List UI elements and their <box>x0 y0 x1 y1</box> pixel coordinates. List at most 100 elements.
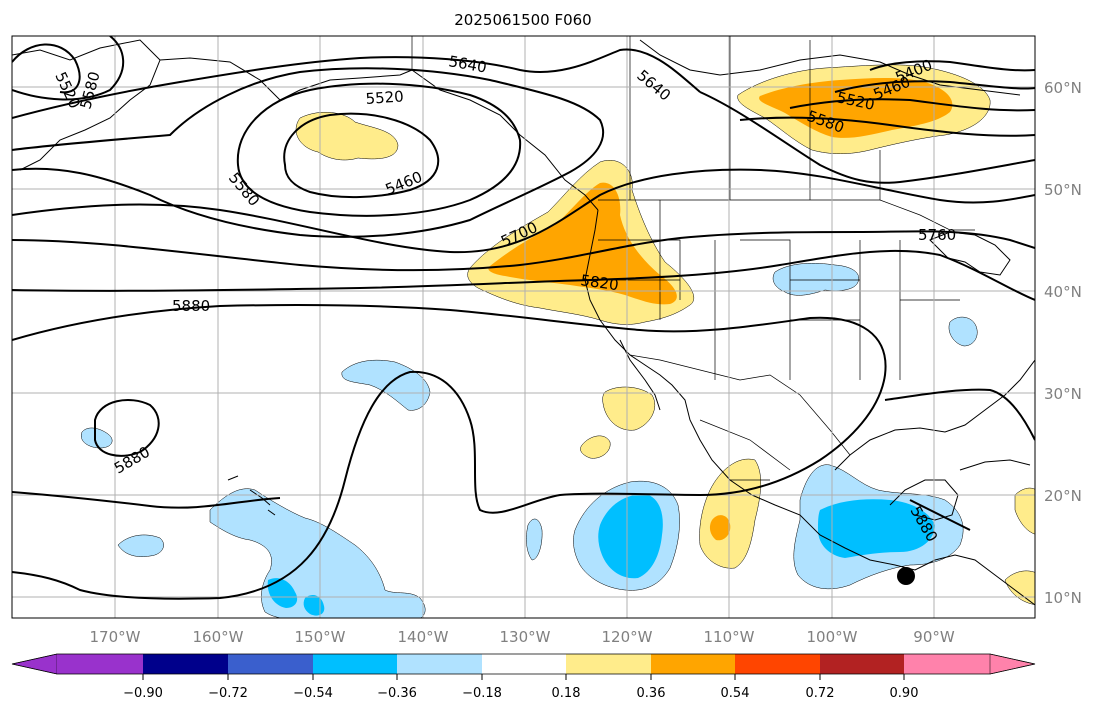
contour-5880-main <box>12 304 887 600</box>
contour-label: 5820 <box>579 271 619 294</box>
lon-label: 120°W <box>602 628 653 646</box>
lon-label: 110°W <box>704 628 755 646</box>
colorbar-extend-high <box>989 653 1036 675</box>
anomaly-negative-east-pacific-inner <box>598 494 663 579</box>
shaded-anomaly-fields <box>80 64 1035 618</box>
anomaly-positive-mexico-west-core <box>709 515 731 541</box>
anomaly-negative-caribbean-inner <box>818 499 935 558</box>
contour-canada-5400 <box>869 60 1035 72</box>
colorbar-segment <box>735 654 820 674</box>
anomaly-negative-ohio-valley <box>948 316 978 347</box>
us-states-west <box>598 200 960 380</box>
colorbar-segment <box>820 654 904 674</box>
colorbar-extend-low <box>11 653 58 675</box>
contour-canada-5580 <box>739 116 1035 137</box>
west-coast-usa <box>584 209 1035 606</box>
contour-5460 <box>283 112 440 199</box>
height-contours <box>12 36 1035 600</box>
colorbar-segment <box>57 654 143 674</box>
canada-provinces <box>629 36 881 200</box>
colorbar-segment <box>482 654 566 674</box>
colorbar: −0.90 −0.72 −0.54 −0.36 −0.18 0.18 0.36 … <box>11 653 1036 701</box>
mexico-states <box>699 419 791 481</box>
contour-5880-small <box>94 399 160 457</box>
lon-label: 90°W <box>913 628 955 646</box>
contour-canada-5520 <box>789 98 1035 112</box>
anomaly-positive-east-edge <box>1014 487 1035 535</box>
anomaly-positive-gulf-alaska <box>295 111 399 161</box>
colorbar-tick-label: 0.36 <box>637 686 666 701</box>
lat-label: 30°N <box>1044 385 1082 403</box>
colorbar-segment <box>397 654 482 674</box>
graticule <box>12 36 1035 618</box>
lat-label: 10°N <box>1044 589 1082 607</box>
alaska-panhandle <box>411 69 599 211</box>
political-borders <box>411 36 975 481</box>
hawaii <box>227 475 276 516</box>
anomaly-negative-pacific-central-core <box>267 578 298 608</box>
contour-5880-east <box>884 388 1035 531</box>
contour-5640 <box>12 48 701 119</box>
anomaly-positive-small-1 <box>580 435 611 459</box>
us-mexico-border <box>629 354 851 456</box>
colorbar-segment <box>651 654 735 674</box>
anomaly-positive-canada-inner <box>759 78 953 138</box>
contour-ak-small <box>12 36 125 101</box>
contour-5880-west <box>12 491 281 509</box>
colorbar-tick-label: 0.72 <box>806 686 835 701</box>
contour-5820 <box>12 249 1035 301</box>
cuba <box>959 459 1031 471</box>
lon-label: 130°W <box>500 628 551 646</box>
lon-label: 160°W <box>193 628 244 646</box>
hudson-bay-coast <box>639 39 1021 96</box>
anomaly-positive-east-edge2 <box>1004 570 1035 605</box>
anomaly-negative-pacific-central-core2 <box>303 594 325 616</box>
anomaly-positive-mexico-west <box>699 458 762 569</box>
colorbar-tick-label: 0.54 <box>721 686 750 701</box>
lat-label: 40°N <box>1044 283 1082 301</box>
colorbar-tick-label: −0.54 <box>293 686 333 701</box>
colorbar-segment <box>228 654 313 674</box>
lat-label: 50°N <box>1044 181 1082 199</box>
storm-center-marker <box>897 567 915 585</box>
colorbar-segment <box>143 654 228 674</box>
lon-label: 150°W <box>295 628 346 646</box>
contour-5700 <box>12 168 1035 254</box>
gulf-coast <box>834 359 1035 471</box>
anomaly-negative-pacific-small <box>117 534 164 557</box>
lon-label: 100°W <box>807 628 858 646</box>
map-title: 2025061500 F060 <box>454 11 591 29</box>
map-frame <box>11 35 1036 619</box>
colorbar-tick-label: −0.72 <box>208 686 248 701</box>
longitude-axis: 170°W 160°W 150°W 140°W 130°W 120°W 110°… <box>90 628 955 646</box>
map-panel: 5520 5580 5640 5520 5460 5580 5640 5400 … <box>11 35 1036 619</box>
lat-label: 60°N <box>1044 79 1082 97</box>
colorbar-segment <box>566 654 651 674</box>
contour-5760 <box>12 230 1035 272</box>
contour-canada-5640 <box>699 91 1035 184</box>
colorbar-tick-label: 0.90 <box>890 686 919 701</box>
lat-label: 20°N <box>1044 487 1082 505</box>
latitude-axis: 60°N 50°N 40°N 30°N 20°N 10°N <box>1044 79 1082 607</box>
coastlines <box>12 39 1035 606</box>
contour-5520 <box>236 82 522 217</box>
colorbar-tick-label: −0.36 <box>377 686 417 701</box>
anomaly-positive-baja <box>602 386 656 431</box>
contour-5580 <box>12 67 605 238</box>
colorbar-tick-label: −0.90 <box>123 686 163 701</box>
anomaly-positive-pnw-inner <box>488 182 677 305</box>
colorbar-tick-label: −0.18 <box>462 686 502 701</box>
colorbar-tick-label: 0.18 <box>552 686 581 701</box>
colorbar-ticks <box>142 674 905 680</box>
contour-label: 5760 <box>918 226 956 244</box>
contour-canada-5460 <box>834 80 1035 93</box>
lon-label: 170°W <box>90 628 141 646</box>
colorbar-outline <box>11 653 1036 675</box>
contour-label: 5520 <box>365 87 404 108</box>
lon-label: 140°W <box>398 628 449 646</box>
colorbar-segment <box>904 654 990 674</box>
colorbar-segment <box>313 654 397 674</box>
anomaly-negative-small-2 <box>526 518 543 561</box>
contour-label: 5880 <box>172 297 210 315</box>
